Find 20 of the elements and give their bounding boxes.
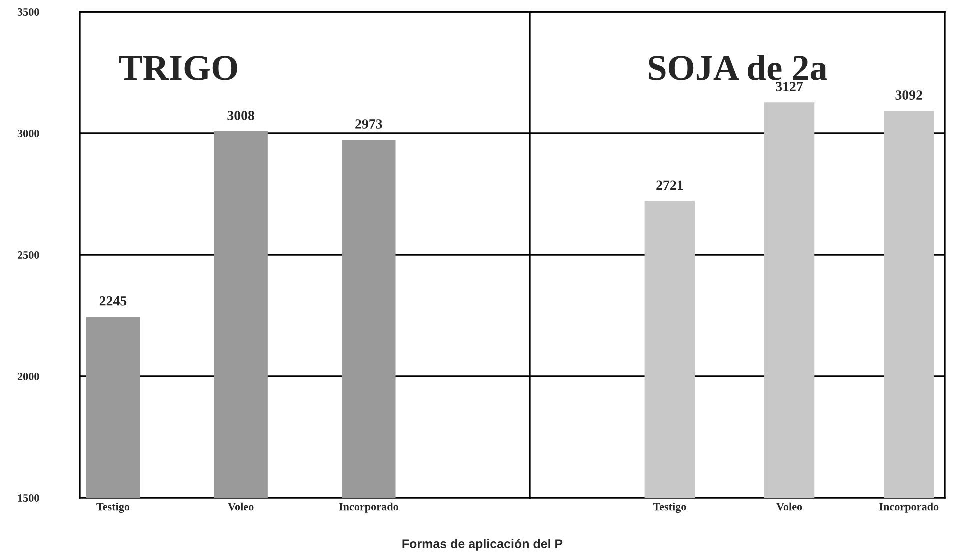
y-tick-label: 1500 [18, 494, 40, 502]
y-tick-label: 3000 [18, 130, 40, 138]
text: SOJA de 2a [649, 54, 828, 80]
y-tick-label: 3500 [18, 8, 40, 16]
y-tick-label: 2000 [18, 372, 40, 380]
x-tick-label: Incorporado [880, 502, 939, 513]
data-label: 3092 [896, 90, 922, 100]
x-axis-title: Formas de aplicación del P [402, 539, 563, 551]
data-label: 3008 [228, 111, 255, 120]
x-tick-label: Testigo [653, 502, 686, 514]
x-tick-label: Incorporado [339, 502, 398, 513]
data-label: 2973 [356, 120, 382, 129]
y-tick-label: 2500 [18, 251, 40, 259]
text: TRIGO [119, 56, 238, 80]
x-tick-label: Testigo [96, 502, 130, 514]
data-label: 3127 [776, 82, 804, 92]
data-label: 2721 [656, 180, 684, 190]
data-label: 2245 [100, 296, 127, 306]
x-tick-label: Voleo [776, 502, 802, 511]
x-tick-label: Voleo [228, 502, 254, 511]
